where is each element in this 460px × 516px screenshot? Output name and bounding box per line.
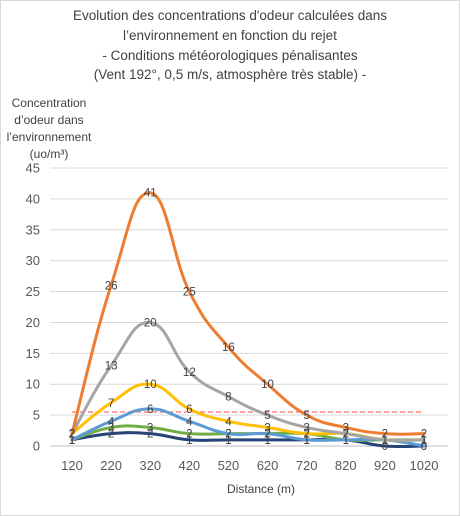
x-tick-label: 420 — [178, 458, 200, 473]
data-label: 5 — [264, 410, 270, 422]
data-label: 2 — [303, 429, 309, 441]
series-line-6 — [70, 431, 426, 449]
data-label: 12 — [183, 367, 196, 379]
data-label: 2 — [69, 429, 75, 441]
x-tick-label: 820 — [335, 458, 357, 473]
x-tick-label: 220 — [100, 458, 122, 473]
y-tick-label: 15 — [26, 346, 40, 361]
data-label: 4 — [186, 416, 193, 428]
data-label: 25 — [183, 287, 196, 299]
data-label: 0 — [421, 441, 427, 453]
series-line-4 — [70, 407, 426, 448]
data-label: 1 — [382, 435, 388, 447]
data-label: 2 — [382, 429, 388, 441]
x-tick-label: 720 — [296, 458, 318, 473]
data-label: 2 — [108, 429, 114, 441]
y-tick-label: 20 — [26, 315, 40, 330]
x-tick-label: 920 — [374, 458, 396, 473]
chart-title-line-1: Evolution des concentrations d'odeur cal… — [72, 8, 388, 23]
data-label: 1 — [69, 435, 75, 447]
chart-subtitle-line-1: - Conditions météorologiques pénalisante… — [102, 48, 358, 63]
y-axis-label-line-3: l’environnement — [6, 130, 92, 144]
data-label: 16 — [222, 342, 235, 354]
data-label: 10 — [261, 379, 274, 391]
x-tick-label: 620 — [257, 458, 279, 473]
data-label: 20 — [144, 317, 157, 329]
x-tick-label: 520 — [218, 458, 240, 473]
y-tick-label: 25 — [26, 284, 40, 299]
data-label: 3 — [147, 422, 153, 434]
data-label: 1 — [382, 435, 388, 447]
y-tick-label: 5 — [33, 408, 40, 423]
data-label: 2 — [303, 429, 309, 441]
data-label: 3 — [303, 422, 309, 434]
data-label: 1 — [186, 435, 192, 447]
data-label: 2 — [343, 429, 349, 441]
data-label: 1 — [264, 435, 270, 447]
data-label: 1 — [343, 435, 349, 447]
data-label: 7 — [108, 398, 114, 410]
data-label: 4 — [108, 416, 115, 428]
data-label: 1 — [69, 435, 75, 447]
data-label: 3 — [108, 422, 114, 434]
data-label: 1 — [382, 435, 388, 447]
data-label: 1 — [382, 435, 388, 447]
data-label: 13 — [105, 361, 118, 373]
data-label: 2 — [225, 429, 231, 441]
x-tick-label: 120 — [61, 458, 83, 473]
data-label: 1 — [303, 435, 309, 447]
data-label: 2 — [264, 429, 270, 441]
data-label: 1 — [343, 435, 349, 447]
data-label: 0 — [421, 441, 427, 453]
data-label: 2 — [186, 429, 192, 441]
data-label: 10 — [144, 379, 157, 391]
y-tick-label: 40 — [26, 191, 40, 206]
data-label: 2 — [421, 429, 427, 441]
chart-title-line-2: l’environnement en fonction du rejet — [123, 28, 337, 43]
data-label: 26 — [105, 280, 118, 292]
series-line-2 — [70, 320, 426, 442]
data-label: 1 — [421, 435, 427, 447]
data-label: 6 — [147, 404, 153, 416]
data-label: 2 — [264, 429, 270, 441]
y-tick-label: 10 — [26, 377, 40, 392]
y-tick-label: 30 — [26, 253, 40, 268]
data-label: 41 — [144, 188, 157, 200]
data-label: 1 — [343, 435, 349, 447]
data-label: 1 — [225, 435, 231, 447]
y-axis-label-line-1: Concentration — [11, 96, 87, 110]
data-label: 1 — [421, 435, 427, 447]
data-label: 3 — [343, 422, 349, 434]
data-label: 0 — [382, 441, 388, 453]
y-tick-label: 0 — [33, 439, 40, 454]
data-label: 4 — [225, 416, 232, 428]
x-axis-label: Distance (m) — [227, 482, 295, 496]
series-line-1 — [70, 191, 426, 436]
data-label: 2 — [343, 429, 349, 441]
chart-subtitle-line-2: (Vent 192°, 0,5 m/s, atmosphère très sta… — [93, 67, 367, 82]
data-label: 6 — [186, 404, 192, 416]
data-label: 2 — [147, 429, 153, 441]
y-tick-label: 45 — [26, 161, 40, 176]
y-tick-label: 35 — [26, 222, 40, 237]
data-label: 1 — [303, 435, 309, 447]
data-label: 2 — [69, 429, 75, 441]
data-label: 3 — [264, 422, 270, 434]
x-tick-label: 1020 — [410, 458, 439, 473]
data-label: 2 — [69, 429, 75, 441]
data-label: 8 — [225, 392, 231, 404]
data-label: 5 — [303, 410, 309, 422]
data-label: 1 — [421, 435, 427, 447]
y-axis-label-line-4: (uo/m³) — [29, 147, 69, 161]
data-label: 1 — [69, 435, 75, 447]
x-tick-label: 320 — [139, 458, 161, 473]
y-axis-label-line-2: d’odeur dans — [14, 113, 84, 127]
data-label: 2 — [225, 429, 231, 441]
